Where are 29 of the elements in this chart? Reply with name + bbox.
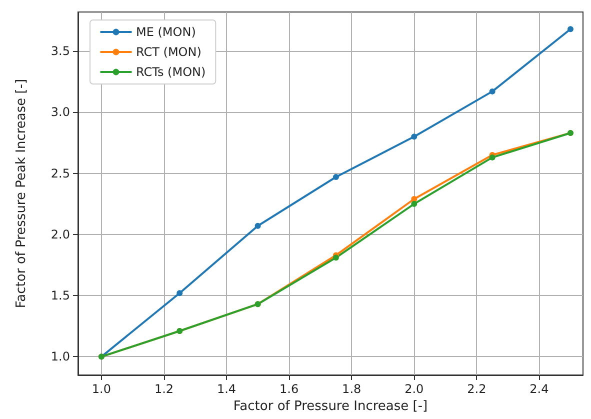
point bbox=[332, 174, 339, 180]
point bbox=[489, 88, 496, 94]
x-tick-label: 1.0 bbox=[92, 382, 111, 396]
y-tick-label: 1.5 bbox=[50, 288, 70, 303]
point bbox=[411, 196, 418, 202]
x-tick-label: 1.4 bbox=[216, 382, 236, 396]
x-tick-label: 2.2 bbox=[467, 382, 486, 396]
x-tick-label: 2.4 bbox=[530, 382, 549, 396]
legend-label: RCT (MON) bbox=[136, 45, 202, 59]
point bbox=[332, 254, 339, 261]
point bbox=[568, 26, 574, 32]
legend-label: ME (MON) bbox=[136, 25, 196, 39]
x-axis-title: Factor of Pressure Increase [-] bbox=[233, 399, 428, 414]
point bbox=[176, 290, 183, 296]
point bbox=[489, 154, 496, 160]
y-tick-label: 3.5 bbox=[50, 44, 70, 58]
point bbox=[411, 200, 418, 207]
x-tick-label: 1.8 bbox=[342, 382, 362, 396]
x-tick-label: 2.0 bbox=[404, 382, 424, 396]
x-tick-label: 1.2 bbox=[154, 382, 174, 396]
x-tick-label: 1.6 bbox=[280, 382, 299, 396]
point bbox=[254, 222, 261, 229]
y-axis-title: Factor of Pressure Peak Increase [-] bbox=[14, 78, 29, 308]
point bbox=[411, 134, 418, 140]
y-tick-label: 1.0 bbox=[50, 350, 70, 364]
y-tick-label: 3.0 bbox=[50, 105, 70, 120]
legend-label: RCTs (MON) bbox=[136, 65, 206, 79]
y-tick-label: 2.0 bbox=[50, 227, 70, 242]
y-tick-label: 2.5 bbox=[50, 166, 70, 180]
